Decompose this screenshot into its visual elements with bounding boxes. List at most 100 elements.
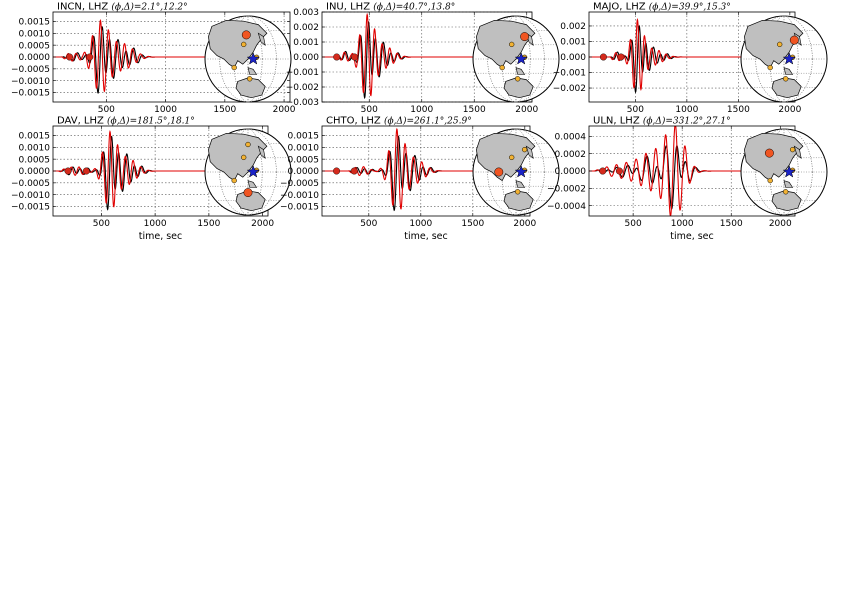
x-tick-label: 1500 <box>213 105 236 115</box>
station-dot <box>509 41 515 48</box>
y-tick-label: −0.0010 <box>280 191 319 201</box>
station-highlight <box>764 148 774 158</box>
y-tick-label: −0.0005 <box>11 65 50 75</box>
station-dot <box>231 64 237 71</box>
y-tick-label: 0.0005 <box>19 155 51 165</box>
y-tick-label: 0.0015 <box>288 132 320 142</box>
y-tick-label: −0.001 <box>553 69 586 79</box>
y-tick-label: 0.003 <box>293 8 319 18</box>
y-tick-label: 0.0010 <box>19 144 51 154</box>
observed-trace <box>61 26 166 95</box>
y-tick-label: 0.0004 <box>555 133 587 143</box>
land-japan <box>793 145 802 159</box>
station-dot <box>783 189 789 195</box>
station-dot <box>789 146 796 153</box>
x-axis-label: time, sec <box>670 231 714 242</box>
y-tick-label: 0.0010 <box>288 144 320 154</box>
globe-meridian <box>487 15 545 103</box>
x-tick-label: 500 <box>98 105 115 115</box>
land-asia <box>208 19 268 69</box>
x-tick-label: 1500 <box>727 105 750 115</box>
land-japan <box>525 145 534 159</box>
panel-inu: 500 1000 1500 2000 −0.003 −0.002 −0.001 0.000 0.… <box>286 2 539 116</box>
x-tick-label: 1000 <box>671 219 694 229</box>
y-tick-label: −0.0004 <box>547 202 586 212</box>
y-tick-label: 0.0010 <box>19 30 51 40</box>
land-asia <box>476 132 536 182</box>
y-tick-label: −0.003 <box>286 98 319 108</box>
y-tick-label: 0.0015 <box>19 132 51 142</box>
station-dot <box>245 141 251 148</box>
x-tick-label: 2000 <box>515 105 538 115</box>
land-islands <box>515 180 526 188</box>
x-tick-label: 1500 <box>463 105 486 115</box>
y-tick-label: 0.0000 <box>288 167 320 177</box>
x-tick-label: 1500 <box>461 219 484 229</box>
epicenter-star-icon <box>246 165 260 178</box>
arrival-marker <box>66 53 74 61</box>
y-tick-label: 0.001 <box>560 38 586 48</box>
y-tick-label: −0.001 <box>286 68 319 78</box>
y-tick-label: −0.0005 <box>11 179 50 189</box>
station-dot <box>231 177 237 184</box>
x-tick-label: 500 <box>93 219 110 229</box>
station-dot <box>777 41 783 48</box>
y-tick-label: 0.0000 <box>19 167 51 177</box>
panel-dav: 500 1000 1500 2000 −0.0015 −0.0010 −0.0005 0.00… <box>11 116 274 243</box>
land-asia <box>744 132 804 182</box>
globe-inset <box>472 15 560 103</box>
panel-title: CHTO, LHZ (ϕ,Δ)=261.1°,25.9° <box>326 116 472 127</box>
arrival-marker <box>86 53 94 61</box>
station-highlight <box>241 30 251 40</box>
station-dot <box>767 177 773 184</box>
arrival-marker <box>615 167 623 175</box>
y-tick-label: −0.0015 <box>280 203 319 213</box>
x-tick-label: 2000 <box>769 219 792 229</box>
station-highlight <box>789 35 799 45</box>
globe-meridian <box>755 128 813 216</box>
land-islands <box>783 67 794 75</box>
x-tick-label: 1000 <box>409 219 432 229</box>
land-japan <box>257 145 266 159</box>
x-tick-label: 500 <box>360 219 377 229</box>
station-dot <box>247 76 253 82</box>
epicenter-star-icon <box>246 52 260 65</box>
y-tick-label: −0.0010 <box>11 191 50 201</box>
globe-meridian <box>755 15 813 103</box>
y-tick-label: 0.001 <box>293 38 319 48</box>
station-dot <box>521 146 528 153</box>
x-tick-label: 1000 <box>410 105 433 115</box>
arrival-marker <box>333 53 341 61</box>
epicenter-star-icon <box>514 52 528 65</box>
globe-meridian <box>219 128 277 216</box>
land-islands <box>247 67 258 75</box>
y-tick-label: 0.0000 <box>555 167 587 177</box>
x-axis-label: time, sec <box>139 231 183 242</box>
x-tick-label: 2000 <box>273 105 296 115</box>
arrival-marker <box>599 167 607 175</box>
station-dot <box>783 76 789 82</box>
x-tick-label: 1000 <box>675 105 698 115</box>
land-asia <box>476 19 536 69</box>
panel-chto: 500 1000 1500 2000 −0.0015 −0.0010 −0.0005 0.00… <box>280 116 537 243</box>
arrival-marker <box>599 53 607 61</box>
globe-meridian <box>219 15 277 103</box>
panel-majo: 500 1000 1500 2000 −0.002 −0.001 0.000 0.001 0.0… <box>553 2 802 116</box>
x-tick-label: 1000 <box>154 105 177 115</box>
panel-title: MAJO, LHZ (ϕ,Δ)=39.9°,15.3° <box>593 2 731 13</box>
y-tick-label: −0.0002 <box>547 185 586 195</box>
epicenter-star-icon <box>782 52 796 65</box>
panel-title: DAV, LHZ (ϕ,Δ)=181.5°,18.1° <box>57 116 195 127</box>
globe-inset <box>740 128 828 216</box>
station-dot <box>241 41 247 48</box>
x-axis-label: time, sec <box>404 231 448 242</box>
station-highlight <box>243 188 253 198</box>
globe-inset <box>204 128 292 216</box>
epicenter-star-icon <box>782 165 796 178</box>
x-tick-label: 500 <box>627 105 644 115</box>
x-tick-label: 1500 <box>720 219 743 229</box>
station-dot <box>499 64 505 71</box>
x-tick-label: 500 <box>625 219 642 229</box>
y-tick-label: 0.0005 <box>19 41 51 51</box>
